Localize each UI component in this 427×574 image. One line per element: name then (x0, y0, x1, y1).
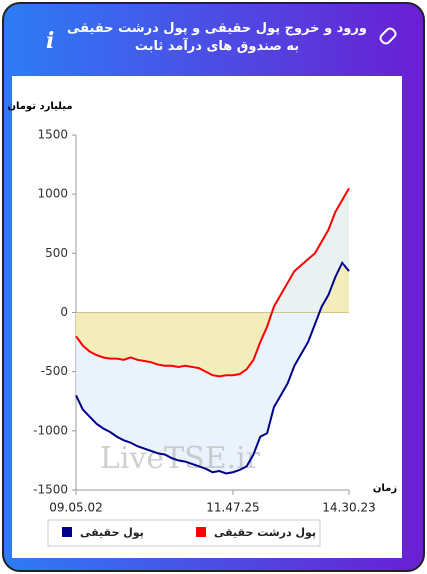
legend-swatch (62, 527, 72, 537)
y-tick-label: 500 (45, 246, 68, 260)
watermark: LiveTSE.ir (100, 441, 261, 476)
legend-label: پول حقیقی (80, 526, 144, 539)
legend-box (47, 519, 321, 547)
y-tick-label: 1500 (37, 128, 68, 142)
x-tick-label: 11.47.25 (206, 501, 259, 515)
x-tick-label: 14.30.23 (322, 501, 375, 515)
x-axis-title: زمان (373, 483, 397, 494)
y-tick-label: 1000 (37, 187, 68, 201)
series-line (75, 260, 350, 475)
legend-label: پول درشت حقیقی (214, 526, 316, 539)
area-fill (76, 188, 349, 377)
y-tick-label: -1000 (33, 423, 68, 437)
legend-swatch (196, 527, 206, 537)
area-fill (76, 188, 349, 474)
y-tick-label: -1500 (33, 483, 68, 497)
y-tick-label: -500 (41, 364, 68, 378)
x-tick-label: 09.05.02 (49, 501, 102, 515)
chart-title: ورود و خروج پول حقیقی و پول درشت حقیقی ب… (67, 21, 367, 54)
y-axis-title: میلیارد تومان (7, 101, 72, 112)
info-icon[interactable]: i (46, 28, 55, 54)
y-tick-label: 0 (60, 305, 68, 319)
series-line (75, 187, 350, 378)
